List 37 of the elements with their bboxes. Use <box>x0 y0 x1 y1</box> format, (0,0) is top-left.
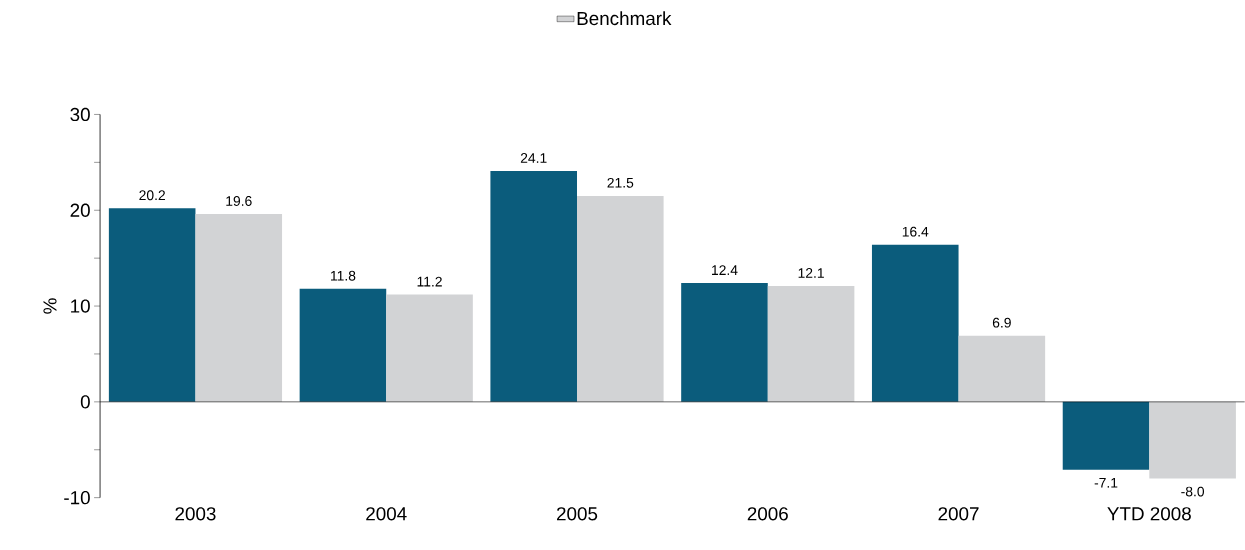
bar <box>871 244 959 402</box>
bar <box>108 208 196 402</box>
y-axis-title: % <box>43 298 57 314</box>
bar <box>386 294 473 402</box>
bar <box>1149 401 1236 479</box>
x-tick-label: YTD 2008 <box>1107 506 1191 521</box>
bar <box>1062 401 1150 470</box>
data-label: 24.1 <box>520 152 547 163</box>
data-label: 6.9 <box>992 317 1011 328</box>
y-tick-label: 10 <box>71 299 90 313</box>
bar <box>577 195 664 402</box>
bar <box>767 285 855 402</box>
x-tick-label: 2006 <box>747 506 788 521</box>
y-tick-label: 20 <box>70 203 90 217</box>
data-label: 12.4 <box>712 264 738 275</box>
bar <box>299 288 387 402</box>
data-label: 12.1 <box>798 267 824 278</box>
bar <box>681 282 768 402</box>
bar <box>490 170 578 402</box>
y-tick-label: 30 <box>70 107 90 121</box>
data-label: 16.4 <box>902 226 929 237</box>
bar <box>958 335 1046 402</box>
x-tick-label: 2007 <box>938 506 979 521</box>
legend-label: Benchmark <box>577 11 672 25</box>
data-label: -7.1 <box>1094 477 1118 488</box>
data-label: 11.8 <box>331 270 356 281</box>
x-tick-label: 2003 <box>175 506 216 521</box>
x-tick-label: 2005 <box>557 506 598 521</box>
y-tick-label: -10 <box>64 490 90 505</box>
x-tick-label: 2004 <box>366 506 407 521</box>
data-label: 19.6 <box>226 195 252 206</box>
data-label: 21.5 <box>607 177 634 188</box>
y-tick-label: 0 <box>80 394 90 409</box>
data-label: 20.2 <box>139 190 165 200</box>
data-label: -8.0 <box>1181 486 1205 497</box>
bar <box>195 213 283 402</box>
data-label: 11.2 <box>417 276 442 287</box>
